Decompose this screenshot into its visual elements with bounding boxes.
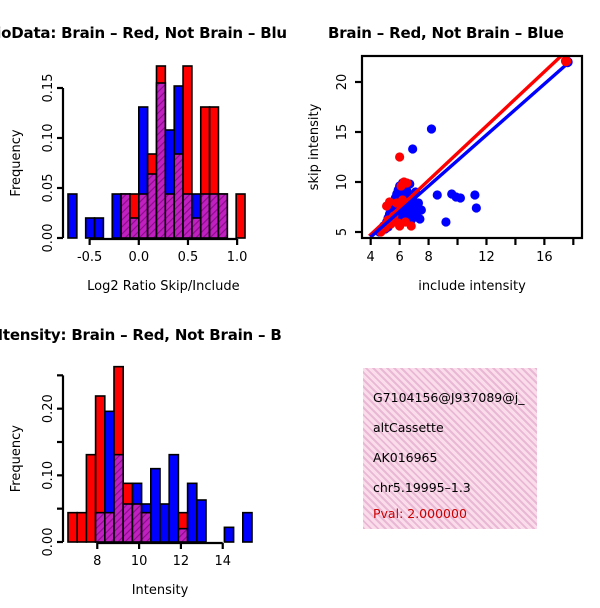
svg-text:0.5: 0.5 <box>178 250 199 265</box>
gene-info-text-clip: G7104156@J937089@j_ altCassette AK016965… <box>363 368 537 529</box>
panel-info: G7104156@J937089@j_ altCassette AK016965… <box>300 300 600 600</box>
ratio-histogram-title: RatioData: Brain – Red, Not Brain – Blu <box>0 24 287 42</box>
svg-text:10: 10 <box>131 554 148 569</box>
svg-text:-0.5: -0.5 <box>77 250 102 265</box>
svg-text:0.05: 0.05 <box>41 174 56 203</box>
svg-text:Log2 Ratio Skip/Include: Log2 Ratio Skip/Include <box>87 279 239 294</box>
ratio-histogram-title-clip: RatioData: Brain – Red, Not Brain – Blu <box>0 24 300 46</box>
svg-text:0.0: 0.0 <box>128 250 149 265</box>
panel-intensity-histogram: ne Itensity: Brain – Red, Not Brain – B … <box>0 300 300 600</box>
info-line-accession: AK016965 <box>373 450 438 465</box>
svg-text:0.10: 0.10 <box>41 461 56 490</box>
intensity-histogram-plot: 8 10 12 14 0.00 0.10 0.20 Intensity Frequency <box>9 365 253 598</box>
svg-text:Frequency: Frequency <box>9 129 24 196</box>
panel-scatter: Brain – Red, Not Brain – Blue 4 6 8 12 16 5 10… <box>300 0 600 300</box>
svg-text:Frequency: Frequency <box>9 425 24 492</box>
svg-text:0.00: 0.00 <box>41 224 56 253</box>
svg-text:1.0: 1.0 <box>227 250 248 265</box>
svg-text:4: 4 <box>367 250 375 265</box>
svg-text:15: 15 <box>335 124 350 141</box>
intensity-histogram-title: ne Itensity: Brain – Red, Not Brain – B <box>0 326 282 344</box>
svg-text:12: 12 <box>478 250 495 265</box>
svg-text:16: 16 <box>536 250 553 265</box>
svg-text:Intensity: Intensity <box>132 583 189 598</box>
intensity-histogram-title-clip: ne Itensity: Brain – Red, Not Brain – B <box>0 326 300 348</box>
gene-info-box: G7104156@J937089@j_ altCassette AK016965… <box>363 368 537 529</box>
svg-text:8: 8 <box>93 554 101 569</box>
svg-text:5: 5 <box>335 228 350 236</box>
svg-text:include intensity: include intensity <box>418 279 526 294</box>
info-line-pval: Pval: 2.000000 <box>373 506 467 521</box>
svg-text:20: 20 <box>335 74 350 91</box>
info-line-locus: chr5.19995–1.3 <box>373 480 471 495</box>
svg-text:0.00: 0.00 <box>41 528 56 557</box>
svg-text:14: 14 <box>214 554 231 569</box>
svg-text:6: 6 <box>395 250 403 265</box>
svg-text:0.10: 0.10 <box>41 124 56 153</box>
info-line-id: G7104156@J937089@j_ <box>373 390 525 405</box>
svg-text:8: 8 <box>424 250 432 265</box>
svg-text:0.20: 0.20 <box>41 394 56 423</box>
svg-text:10: 10 <box>335 174 350 191</box>
svg-text:skip intensity: skip intensity <box>307 103 322 190</box>
panel-ratio-histogram: RatioData: Brain – Red, Not Brain – Blu … <box>0 0 300 300</box>
scatter-plot: 4 6 8 12 16 5 10 15 20 include intensity skip inte… <box>307 54 584 294</box>
info-line-type: altCassette <box>373 420 444 435</box>
svg-text:12: 12 <box>173 554 190 569</box>
scatter-title: Brain – Red, Not Brain – Blue <box>328 24 564 42</box>
svg-text:0.15: 0.15 <box>41 74 56 103</box>
ratio-histogram-plot: -0.5 0.0 0.5 1.0 0.00 0.05 0.10 0.15 Log2 Ratio … <box>9 65 248 294</box>
